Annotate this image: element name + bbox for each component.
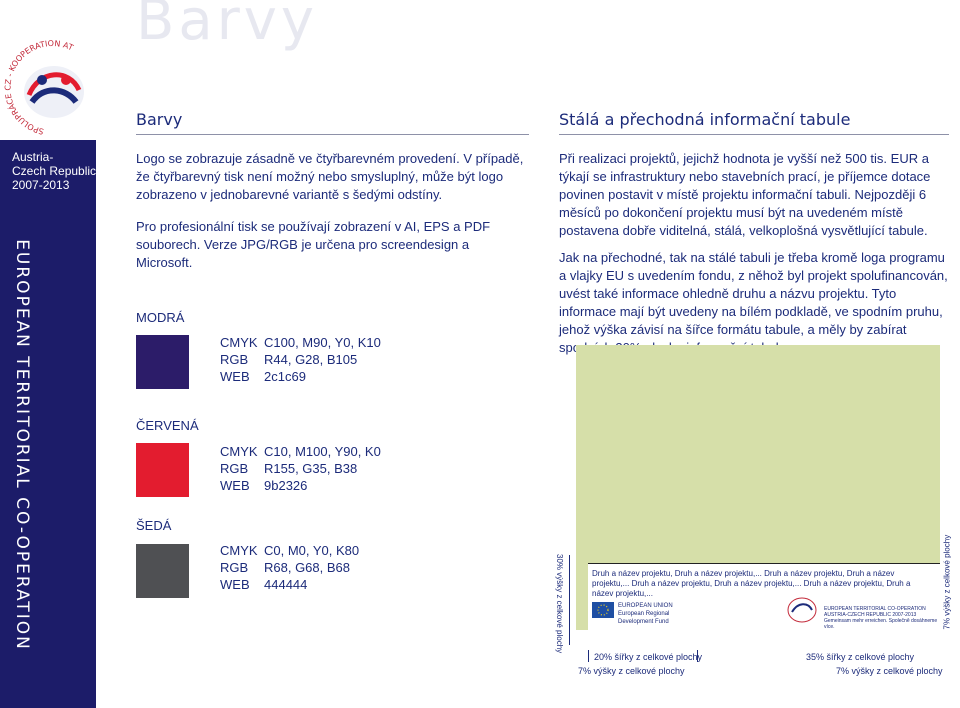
spec-value: C0, M0, Y0, K80 <box>264 543 360 558</box>
vertical-banner-text: EUROPEAN TERRITORIAL CO-OPERATION <box>12 239 32 651</box>
spec-red: CMYK C10, M100, Y90, K0 RGB R155, G35, B38… <box>220 443 381 494</box>
dimension-label-1: 20% šířky z celkové plochy <box>594 652 703 662</box>
spec-key: CMYK <box>220 335 258 350</box>
spec-key: WEB <box>220 369 250 384</box>
board-rule <box>559 134 949 135</box>
eu-line-2: European Regional <box>618 611 670 617</box>
swatch-label-gray: ŠEDÁ <box>136 518 172 533</box>
spec-value: R44, G28, B105 <box>264 352 358 367</box>
sidebar-band <box>0 140 96 708</box>
eu-line-1: EUROPEAN UNION <box>618 603 673 609</box>
project-text: Druh a název projektu, Druh a název proj… <box>592 569 911 598</box>
board-heading: Stálá a přechodná informační tabule <box>559 110 851 129</box>
colors-rule <box>136 134 529 135</box>
board-program-logo-icon <box>787 597 817 623</box>
dimension-label-2: 7% výšky z celkové plochy <box>578 666 685 676</box>
program-line-1: Austria- <box>12 150 54 164</box>
dimension-label-3: 35% šířky z celkové plochy <box>806 652 915 662</box>
right-dimension: 7% výšky z celkové plochy <box>940 534 954 630</box>
spec-key: RGB <box>220 461 249 476</box>
program-line-2: Czech Republic <box>12 164 97 178</box>
spec-key: CMYK <box>220 444 258 459</box>
board-program-line-2: AUSTRIA-CZECH REPUBLIC 2007-2013 <box>824 612 917 618</box>
program-logo: SPOLUPRÁCE CZ - KOOPERATION AT <box>4 40 84 136</box>
board-paragraph-1: Při realizaci projektů, jejichž hodnota … <box>559 151 931 238</box>
spec-key: WEB <box>220 478 250 493</box>
spec-blue: CMYK C100, M90, Y0, K10 RGB R44, G28, B105… <box>220 334 381 385</box>
spec-key: CMYK <box>220 543 258 558</box>
page-title: Barvy <box>136 0 319 53</box>
swatch-red <box>136 443 189 497</box>
spec-key: WEB <box>220 577 250 592</box>
board-paragraph-2: Jak na přechodné, tak na stálé tabuli je… <box>559 250 948 355</box>
spec-value: R155, G35, B38 <box>264 461 358 476</box>
spec-value: 444444 <box>264 577 308 592</box>
program-line-3: 2007-2013 <box>12 178 70 192</box>
spec-value: C10, M100, Y90, K0 <box>264 444 381 459</box>
colors-paragraph-1: Logo se zobrazuje zásadně ve čtyřbarevné… <box>136 151 524 202</box>
dim-tick <box>588 650 589 662</box>
spec-value: C100, M90, Y0, K10 <box>264 335 381 350</box>
colors-paragraph-2: Pro profesionální tisk se používají zobr… <box>136 219 491 270</box>
dimension-label-4: 7% výšky z celkové plochy <box>836 666 943 676</box>
spec-gray: CMYK C0, M0, Y0, K80 RGB R68, G68, B68 WEB… <box>220 542 359 593</box>
eu-line-3: Development Fund <box>618 619 669 625</box>
left-dimension: 30% výšky z celkové plochy <box>552 554 566 654</box>
left-dimension-label: 30% výšky z celkové plochy <box>555 554 564 654</box>
spec-value: 2c1c69 <box>264 369 306 384</box>
eu-flag-icon <box>592 602 614 618</box>
swatch-gray <box>136 544 189 598</box>
dim-tick <box>697 650 698 662</box>
board-program-line-3: Gemeinsam mehr erreichen. Společně dosáh… <box>824 618 938 630</box>
spec-key: RGB <box>220 352 249 367</box>
board-program-text: EUROPEAN TERRITORIAL CO-OPERATION AUSTRI… <box>824 606 940 630</box>
spec-value: 9b2326 <box>264 478 308 493</box>
board-program-line-1: EUROPEAN TERRITORIAL CO-OPERATION <box>824 606 926 612</box>
spec-value: R68, G68, B68 <box>264 560 350 575</box>
spec-key: RGB <box>220 560 249 575</box>
eu-fund-text: EUROPEAN UNION European Regional Develop… <box>618 602 673 626</box>
left-dimension-line <box>569 555 570 645</box>
program-name: Austria- Czech Republic 2007-2013 <box>12 150 96 192</box>
right-dimension-label: 7% výšky z celkové plochy <box>942 534 952 630</box>
colors-heading: Barvy <box>136 110 183 129</box>
swatch-label-red: ČERVENÁ <box>136 418 199 433</box>
swatch-label-blue: MODRÁ <box>136 310 185 325</box>
info-board-bottom-strip: Druh a název projektu, Druh a název proj… <box>588 563 940 631</box>
vertical-banner: EUROPEAN TERRITORIAL CO-OPERATION <box>10 239 34 651</box>
swatch-blue <box>136 335 189 389</box>
